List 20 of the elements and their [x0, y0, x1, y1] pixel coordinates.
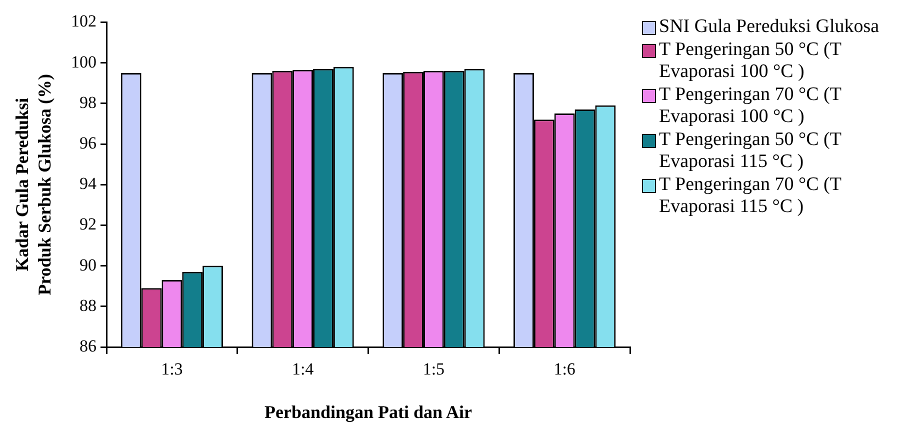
- y-tick-label: 96: [80, 133, 96, 152]
- y-tick-label: 102: [71, 12, 96, 31]
- legend-label: T Pengeringan 50 °C (T Evaporasi 100 °C ): [659, 39, 842, 83]
- x-axis-title: Perbandingan Pati dan Air: [264, 402, 472, 422]
- y-tick-label: 86: [80, 336, 96, 356]
- y-tick-label: 100: [71, 52, 96, 72]
- x-tick-label: 1:4: [292, 360, 314, 379]
- y-tick-label: 94: [80, 174, 97, 194]
- legend-label: SNI Gula Pereduksi Glukosa: [659, 16, 880, 38]
- x-tick-label: 1:6: [554, 360, 576, 379]
- y-tick-label: 88: [80, 296, 96, 315]
- y-tick-label: 98: [80, 92, 96, 112]
- legend-label: T Pengeringan 50 °C (T Evaporasi 115 °C ): [659, 129, 842, 173]
- legend-label: T Pengeringan 70 °C (T Evaporasi 100 °C ): [659, 84, 842, 128]
- y-tick-label: 92: [80, 214, 96, 234]
- y-axis-title: Kadar Gula Pereduksi Produk Serbuk Glukosa (%): [12, 74, 54, 296]
- x-tick-label: 1:3: [161, 360, 183, 379]
- legend-label: T Pengeringan 70 °C (T Evaporasi 115 °C ): [659, 174, 842, 218]
- x-tick-label: 1:5: [422, 360, 445, 379]
- y-tick-label: 90: [80, 255, 96, 274]
